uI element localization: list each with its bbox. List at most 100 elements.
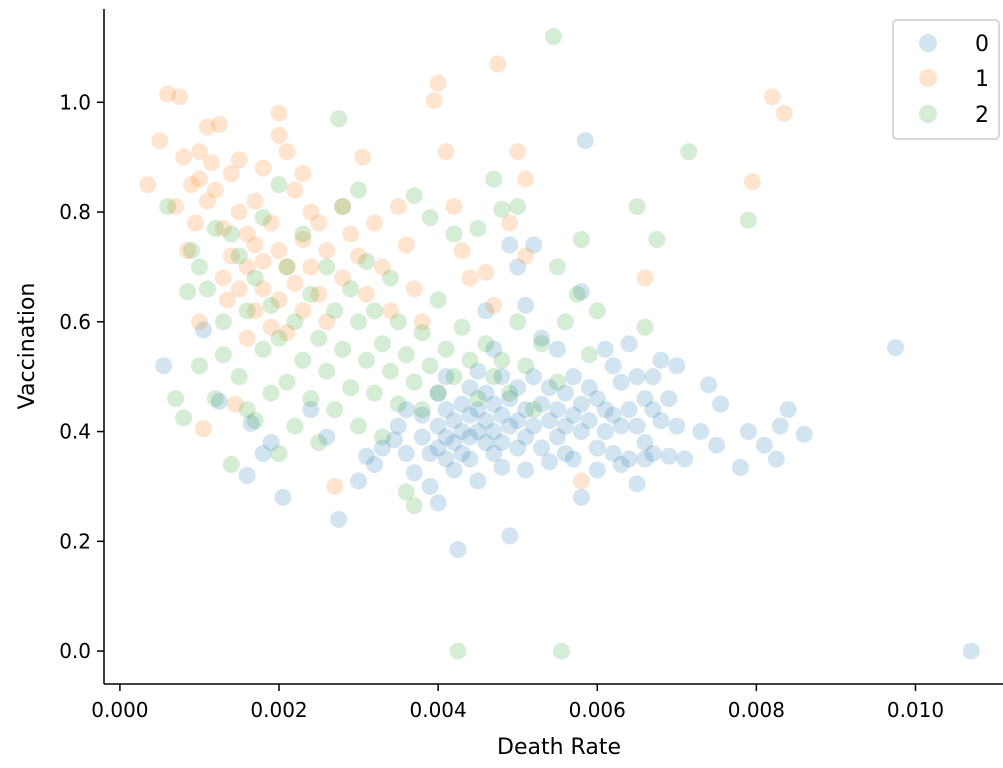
data-point: [461, 379, 479, 397]
y-tick-label: 0.8: [59, 200, 91, 224]
data-point: [477, 412, 495, 430]
data-point: [731, 458, 749, 476]
data-point: [620, 401, 638, 419]
data-point: [556, 384, 574, 402]
data-point: [270, 104, 288, 122]
x-axis-ticks: 0.000 0.002 0.004 0.006 0.008 0.010: [91, 684, 944, 722]
data-point: [350, 313, 368, 331]
data-point: [310, 434, 328, 452]
data-point: [548, 428, 566, 446]
data-point: [449, 642, 467, 660]
data-point: [604, 406, 622, 424]
data-point: [501, 236, 519, 254]
data-point: [159, 85, 177, 103]
data-point: [517, 428, 535, 446]
data-point: [572, 283, 590, 301]
data-point: [334, 340, 352, 358]
data-point: [366, 384, 383, 402]
data-point: [612, 373, 630, 391]
legend-marker-2: [919, 105, 937, 123]
data-point: [190, 313, 208, 331]
data-point: [887, 339, 905, 357]
data-point: [218, 291, 236, 309]
data-point: [381, 302, 399, 320]
data-point: [668, 357, 686, 375]
data-point: [453, 445, 471, 463]
data-point: [310, 214, 328, 232]
data-point: [533, 439, 551, 457]
data-point: [270, 241, 288, 259]
data-point: [381, 269, 399, 287]
data-point: [405, 280, 423, 298]
data-point: [477, 335, 495, 353]
data-point: [206, 220, 224, 238]
x-axis-label: Death Rate: [497, 735, 621, 760]
data-point: [517, 296, 535, 314]
data-point: [326, 302, 344, 320]
data-point: [437, 450, 455, 468]
data-point: [179, 283, 197, 301]
data-point: [509, 143, 527, 161]
data-point: [564, 368, 582, 386]
data-point: [278, 324, 296, 342]
data-point: [330, 510, 348, 528]
data-point: [270, 291, 288, 309]
data-point: [270, 176, 288, 194]
data-point: [552, 642, 570, 660]
data-point: [509, 198, 527, 216]
data-point: [302, 390, 320, 408]
data-point: [318, 362, 336, 380]
data-point: [636, 269, 654, 287]
data-point: [501, 384, 519, 402]
x-tick-label: 0.010: [887, 698, 944, 722]
data-point: [461, 450, 479, 468]
data-point: [588, 461, 606, 479]
data-point: [485, 395, 503, 413]
data-point: [437, 143, 455, 161]
data-point: [262, 434, 280, 452]
data-point: [373, 258, 391, 276]
data-points-layer: [139, 27, 980, 660]
data-point: [676, 450, 694, 468]
data-point: [429, 384, 447, 402]
data-point: [604, 445, 622, 463]
data-point: [461, 269, 479, 287]
data-point: [636, 434, 654, 452]
data-point: [421, 357, 439, 375]
data-point: [489, 55, 507, 73]
data-point: [437, 401, 455, 419]
data-point: [139, 176, 157, 194]
data-point: [429, 494, 447, 512]
data-point: [501, 527, 519, 545]
data-point: [183, 176, 201, 194]
data-point: [449, 541, 467, 559]
data-point: [262, 384, 280, 402]
data-point: [469, 401, 487, 419]
data-point: [652, 412, 670, 430]
data-point: [596, 423, 614, 441]
x-tick-label: 0.006: [569, 698, 626, 722]
data-point: [326, 477, 344, 495]
data-point: [477, 384, 495, 402]
y-axis-label: Vaccination: [15, 283, 40, 410]
data-point: [278, 258, 296, 276]
y-tick-label: 0.4: [59, 420, 91, 444]
data-point: [517, 170, 535, 188]
data-point: [262, 296, 280, 314]
data-point: [274, 488, 292, 506]
data-point: [445, 225, 463, 243]
data-point: [493, 434, 511, 452]
data-point: [171, 88, 189, 106]
data-point: [445, 198, 463, 216]
data-point: [564, 450, 582, 468]
data-point: [755, 436, 773, 454]
data-point: [556, 417, 574, 435]
data-point: [485, 423, 503, 441]
data-point: [342, 280, 360, 298]
data-point: [739, 211, 757, 229]
data-point: [286, 181, 304, 199]
data-point: [636, 450, 654, 468]
data-point: [294, 351, 312, 369]
data-point: [795, 425, 813, 443]
